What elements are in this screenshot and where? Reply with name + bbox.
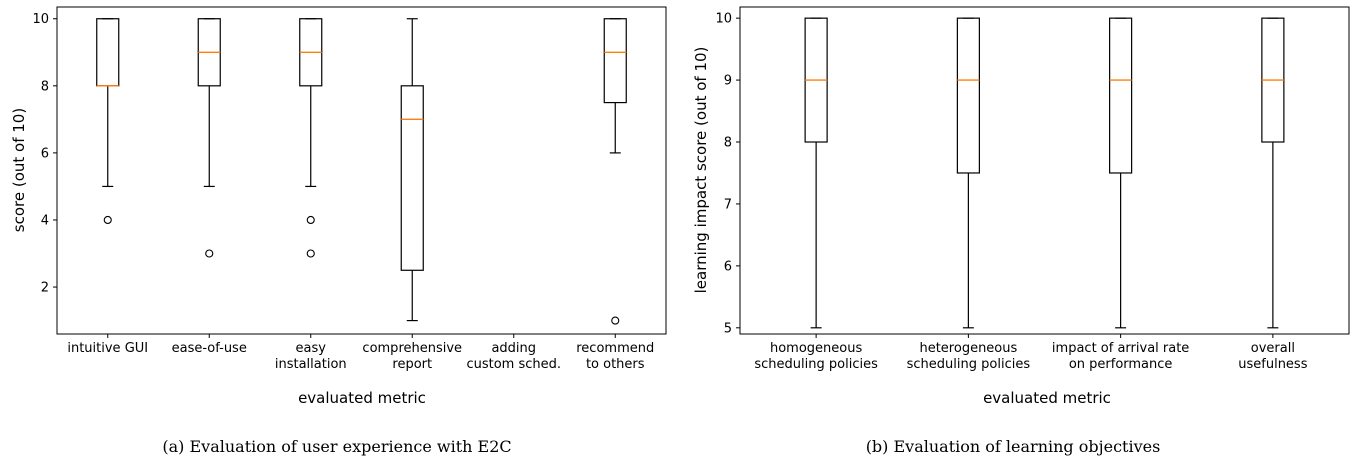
outlier-point <box>306 249 315 258</box>
y-tick-label: 10 <box>715 12 732 27</box>
box-plot <box>96 18 120 225</box>
plot-frame <box>739 6 1350 335</box>
x-tick-label: heterogeneous scheduling policies <box>907 341 1031 372</box>
y-tick-label: 7 <box>724 197 732 212</box>
iqr-box <box>956 17 980 174</box>
iqr-box <box>1109 17 1133 174</box>
box-plot <box>1261 17 1285 329</box>
y-axis-label: score (out of 10) <box>10 108 28 232</box>
chart-learning-objectives: 5 6 7 8 9 10 homogeneous scheduling policies he… <box>692 6 1350 456</box>
box-plot <box>197 18 221 258</box>
x-tick-label: adding custom sched. <box>466 341 561 372</box>
y-tick-label: 10 <box>32 12 49 27</box>
y-axis: 5 6 7 8 9 10 <box>715 12 740 336</box>
x-tick-label: comprehensive report <box>362 341 462 372</box>
y-tick-label: 4 <box>41 213 49 228</box>
iqr-box <box>400 85 424 271</box>
box-plot <box>299 18 323 258</box>
boxes <box>96 18 627 325</box>
plot-frame <box>56 6 667 335</box>
x-tick-label: homogeneous scheduling policies <box>754 341 878 372</box>
x-tick-label: impact of arrival rate on performance <box>1052 341 1189 372</box>
caption-b: (b) Evaluation of learning objectives <box>866 437 1161 456</box>
iqr-box <box>603 18 627 104</box>
y-tick-label: 5 <box>724 321 732 336</box>
x-axis: homogeneous scheduling policies heterogene… <box>754 334 1308 372</box>
outlier-point <box>306 215 315 225</box>
y-axis: 2 4 6 8 10 <box>32 12 57 296</box>
x-tick-label: intuitive GUI <box>67 341 148 356</box>
y-tick-label: 6 <box>724 259 732 274</box>
x-tick-label: easy installation <box>275 341 347 372</box>
y-tick-label: 6 <box>41 146 49 161</box>
y-axis-label: learning impact score (out of 10) <box>692 47 710 294</box>
outlier-point <box>611 316 620 325</box>
x-tick-label: overall usefulness <box>1238 341 1307 372</box>
box-plot <box>603 18 627 325</box>
x-tick-label: recommend to others <box>576 341 654 372</box>
x-axis: intuitive GUI ease-of-use easy installation… <box>67 334 654 372</box>
x-tick-label: ease-of-use <box>172 341 247 356</box>
y-tick-label: 8 <box>724 136 732 151</box>
x-axis-label: evaluated metric <box>983 389 1111 407</box>
chart-user-experience: 2 4 6 8 10 intuitive GUI ease-of-use easy insta… <box>10 6 667 456</box>
y-tick-label: 9 <box>724 74 732 89</box>
outlier-point <box>205 249 214 258</box>
y-tick-label: 8 <box>41 79 49 94</box>
outlier-point <box>103 215 112 225</box>
box-plot <box>1109 17 1133 329</box>
boxes <box>804 17 1285 329</box>
y-tick-label: 2 <box>41 281 49 296</box>
x-axis-label: evaluated metric <box>298 389 426 407</box>
box-plot <box>400 18 424 322</box>
iqr-box <box>96 18 120 87</box>
caption-a: (a) Evaluation of user experience with E… <box>162 437 511 456</box>
box-plot <box>956 17 980 329</box>
box-plot <box>804 17 828 329</box>
